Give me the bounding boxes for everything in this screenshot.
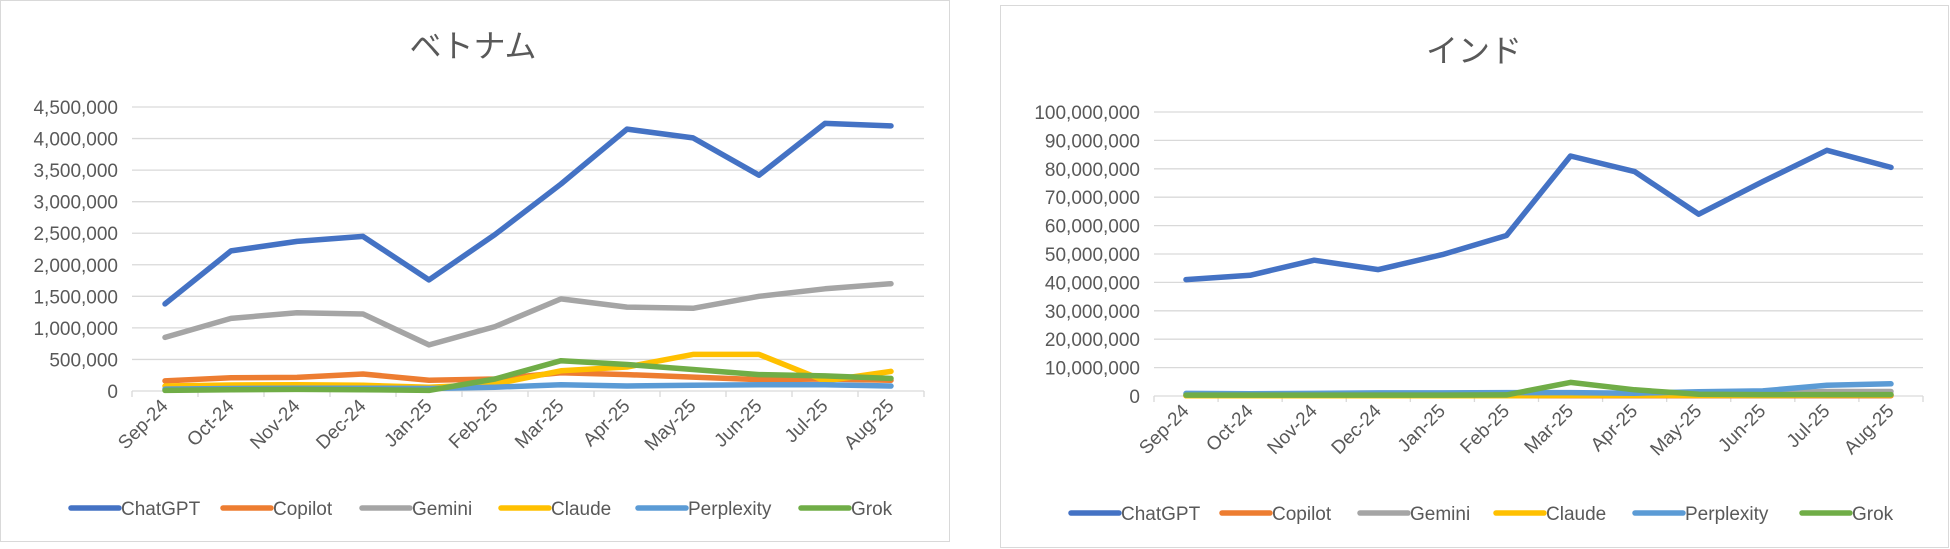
legend-item-claude: Claude bbox=[1493, 504, 1606, 525]
legend-item-perplexity: Perplexity bbox=[635, 499, 772, 520]
legend-label: Copilot bbox=[1272, 504, 1332, 525]
x-tick-label: Nov-24 bbox=[1264, 400, 1322, 458]
x-tick-label: Jun-25 bbox=[711, 396, 767, 452]
legend-item-copilot: Copilot bbox=[1219, 504, 1332, 525]
x-tick-label: Mar-25 bbox=[511, 396, 568, 453]
y-tick-label: 1,000,000 bbox=[33, 319, 118, 340]
y-tick-label: 2,000,000 bbox=[33, 256, 118, 277]
x-tick-label: Mar-25 bbox=[1521, 401, 1578, 458]
y-tick-label: 20,000,000 bbox=[1045, 330, 1140, 351]
y-tick-label: 4,500,000 bbox=[33, 98, 118, 119]
y-tick-label: 30,000,000 bbox=[1045, 302, 1140, 323]
x-tick-label: Dec-24 bbox=[312, 395, 370, 453]
legend-item-chatgpt: ChatGPT bbox=[1068, 504, 1201, 525]
y-tick-label: 60,000,000 bbox=[1045, 217, 1140, 238]
y-tick-label: 100,000,000 bbox=[1034, 103, 1140, 124]
legend-item-grok: Grok bbox=[1799, 504, 1894, 525]
x-tick-label: Sep-24 bbox=[114, 395, 172, 453]
chart-title: インド bbox=[1426, 32, 1522, 70]
series-line-gemini bbox=[162, 280, 894, 348]
x-tick-label: Jan-25 bbox=[381, 396, 437, 452]
legend-label: ChatGPT bbox=[121, 499, 201, 520]
y-tick-label: 10,000,000 bbox=[1045, 359, 1140, 380]
x-tick-label: Aug-25 bbox=[840, 396, 898, 454]
x-tick-label: Feb-25 bbox=[445, 396, 502, 453]
chart-vietnam-svg: ベトナム 0 500,000 1,000,000 1,500,000 2,000,000… bbox=[33, 27, 925, 520]
x-tick-label: Nov-24 bbox=[246, 395, 304, 453]
legend-label: Perplexity bbox=[688, 499, 772, 520]
legend-item-gemini: Gemini bbox=[359, 499, 472, 520]
legend-item-perplexity: Perplexity bbox=[1632, 504, 1769, 525]
x-tick-label: May-25 bbox=[1647, 401, 1707, 461]
y-tick-label: 0 bbox=[107, 382, 118, 403]
x-tick-label: Jun-25 bbox=[1714, 401, 1770, 457]
y-tick-label: 500,000 bbox=[49, 350, 118, 371]
chart-india-svg: インド 0 10,000,000 20,000,000 30,000,000 40,00… bbox=[1034, 32, 1924, 525]
y-tick-label: 2,500,000 bbox=[33, 224, 118, 245]
legend-label: Claude bbox=[551, 499, 611, 520]
y-tick-label: 90,000,000 bbox=[1045, 131, 1140, 152]
legend-label: ChatGPT bbox=[1121, 504, 1201, 525]
y-tick-label: 3,000,000 bbox=[33, 193, 118, 214]
chart-title: ベトナム bbox=[409, 27, 536, 65]
legend-label: Perplexity bbox=[1685, 504, 1769, 525]
legend-item-chatgpt: ChatGPT bbox=[68, 499, 201, 520]
legend-label: Grok bbox=[1852, 504, 1894, 525]
legend-label: Grok bbox=[851, 499, 893, 520]
x-tick-label: Oct-24 bbox=[183, 395, 238, 450]
x-tick-label: May-25 bbox=[641, 396, 701, 456]
x-tick-label: Apr-25 bbox=[1587, 401, 1642, 456]
legend-item-claude: Claude bbox=[498, 499, 611, 520]
series-line-chatgpt bbox=[1183, 147, 1894, 283]
x-tick-label: Jul-25 bbox=[1783, 401, 1834, 452]
x-tick-label: Jan-25 bbox=[1394, 401, 1450, 457]
x-tick-label: Apr-25 bbox=[579, 396, 634, 451]
legend-label: Copilot bbox=[273, 499, 333, 520]
x-tick-label: Aug-25 bbox=[1840, 401, 1898, 459]
x-tick-label: Sep-24 bbox=[1135, 400, 1193, 458]
legend-label: Claude bbox=[1546, 504, 1606, 525]
y-tick-label: 50,000,000 bbox=[1045, 245, 1140, 266]
y-tick-label: 40,000,000 bbox=[1045, 273, 1140, 294]
x-tick-label: Jul-25 bbox=[781, 396, 832, 447]
chart-india: インド 0 10,000,000 20,000,000 30,000,000 40,00… bbox=[1000, 5, 1949, 548]
series-line-grok bbox=[162, 357, 894, 394]
legend-item-grok: Grok bbox=[798, 499, 893, 520]
y-tick-label: 3,500,000 bbox=[33, 161, 118, 182]
y-tick-label: 70,000,000 bbox=[1045, 188, 1140, 209]
legend-item-gemini: Gemini bbox=[1357, 504, 1470, 525]
x-tick-label: Dec-24 bbox=[1328, 400, 1386, 458]
y-tick-label: 1,500,000 bbox=[33, 287, 118, 308]
legend-label: Gemini bbox=[412, 499, 472, 520]
chart-vietnam: ベトナム 0 500,000 1,000,000 1,500,000 2,000,000… bbox=[0, 0, 950, 542]
series-line-chatgpt bbox=[162, 120, 894, 307]
y-tick-label: 0 bbox=[1129, 387, 1140, 408]
series-line-claude bbox=[162, 351, 894, 390]
x-tick-label: Oct-24 bbox=[1202, 400, 1257, 455]
y-tick-label: 80,000,000 bbox=[1045, 160, 1140, 181]
series-line-grok bbox=[1183, 379, 1894, 398]
x-tick-label: Feb-25 bbox=[1457, 401, 1514, 458]
legend-label: Gemini bbox=[1410, 504, 1470, 525]
y-tick-label: 4,000,000 bbox=[33, 130, 118, 151]
legend-item-copilot: Copilot bbox=[220, 499, 333, 520]
